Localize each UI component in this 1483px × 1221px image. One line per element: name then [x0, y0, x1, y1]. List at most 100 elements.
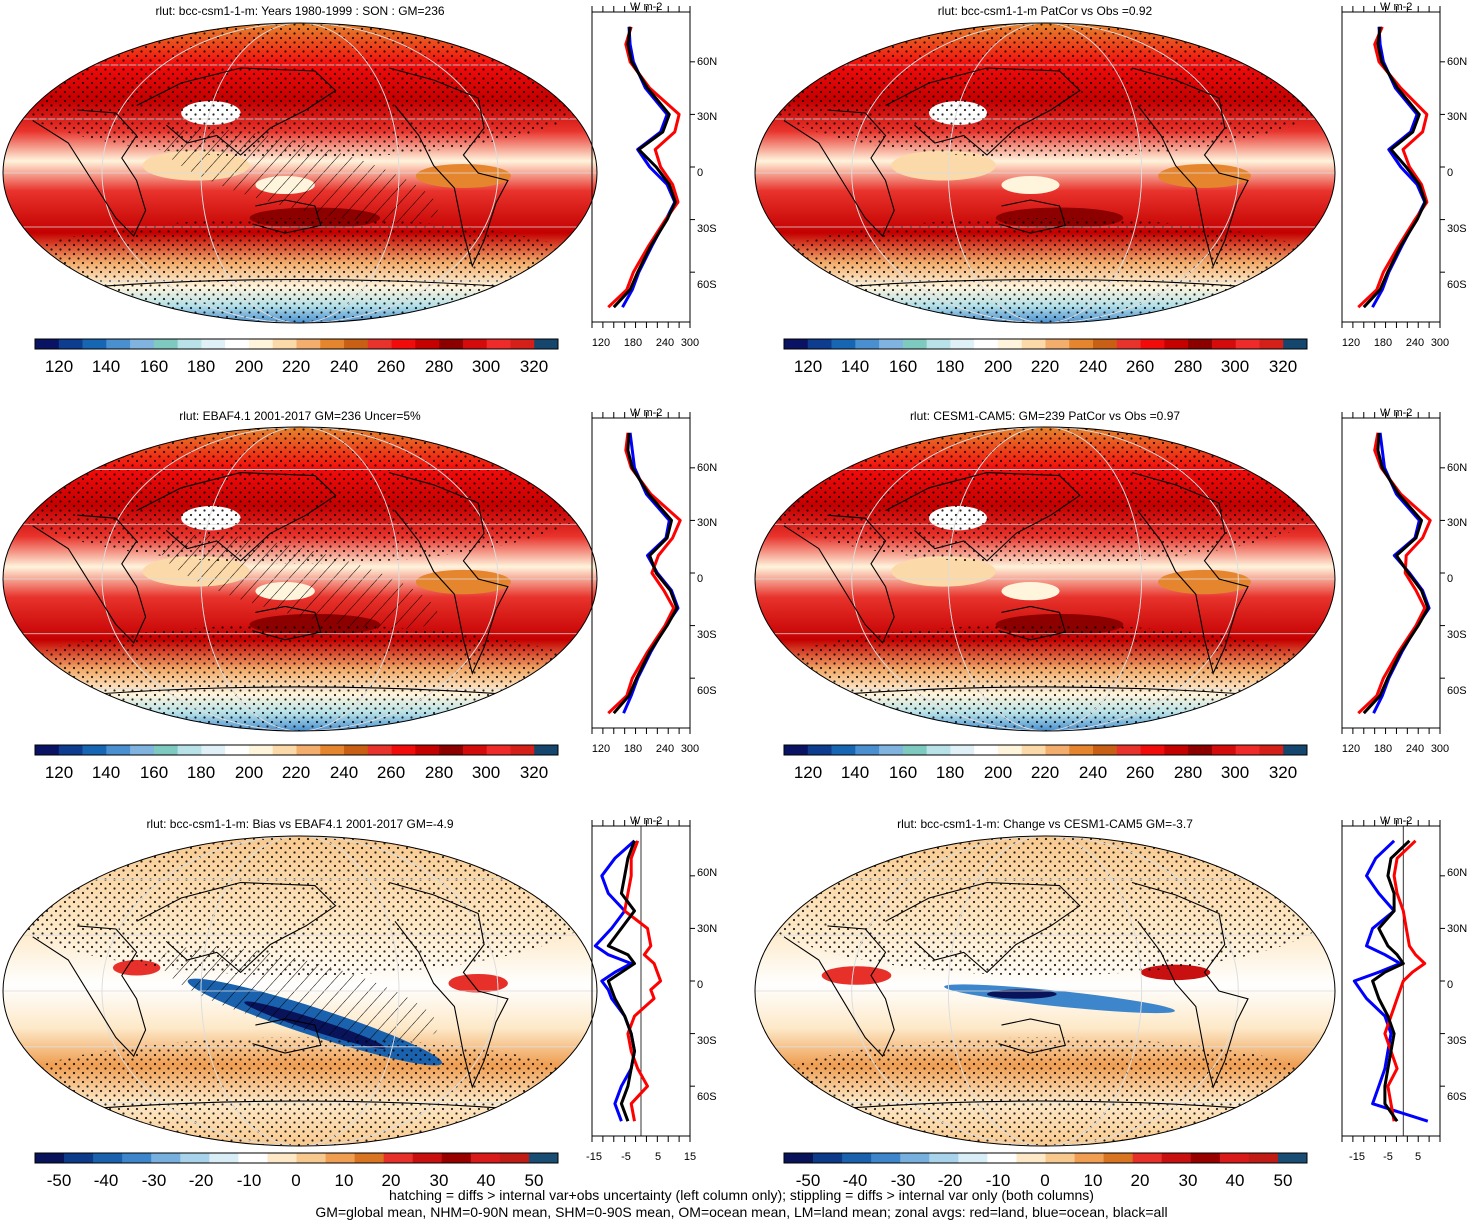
panel-2-ytick: 60S	[697, 685, 717, 697]
stippling	[755, 1037, 1335, 1146]
colorbar-swatch	[225, 745, 250, 755]
panel-0-cbar-label: 260	[377, 357, 405, 376]
colorbar-swatch	[1103, 1153, 1134, 1163]
panel-0-ytick: 60N	[697, 56, 717, 68]
panel-5-colorbar	[783, 1152, 1308, 1164]
panel-1-cbar-label: 200	[984, 357, 1012, 376]
panel-2-ytick: 0	[697, 573, 703, 585]
panel-3: rlut: CESM1-CAM5: GM=239 PatCor vs Obs =…	[754, 407, 1467, 782]
panel-4-cbar-label: -50	[47, 1171, 72, 1190]
colorbar-swatch	[1248, 1153, 1279, 1163]
colorbar-swatch	[415, 339, 440, 349]
panel-2-cbar-label: 140	[92, 763, 120, 782]
panel-0-zonal-profile	[591, 6, 695, 328]
profile-line-all	[1362, 26, 1427, 309]
panel-0-cbar-label: 280	[425, 357, 453, 376]
colorbar-swatch	[879, 339, 904, 349]
panel-0-cbar-label: 300	[472, 357, 500, 376]
colorbar-swatch	[130, 745, 155, 755]
colorbar-swatch	[1074, 1153, 1105, 1163]
colorbar-swatch	[1283, 339, 1308, 349]
panel-3-map	[754, 426, 1336, 732]
colorbar-swatch	[82, 339, 107, 349]
colorbar-swatch	[807, 339, 832, 349]
colorbar-swatch	[441, 1153, 472, 1163]
colorbar-swatch	[122, 1153, 152, 1163]
panel-0-cbar-label: 220	[282, 357, 310, 376]
panel-5-map	[754, 835, 1336, 1147]
map-field	[3, 23, 597, 323]
colorbar-swatch	[439, 339, 464, 349]
panel-5-cbar-label: 20	[1131, 1171, 1150, 1190]
stippling	[3, 218, 597, 323]
panel-1-cbar-label: 300	[1221, 357, 1249, 376]
panel-4-cbar-label: -40	[94, 1171, 119, 1190]
colorbar-swatch	[900, 1153, 930, 1163]
panel-5-cbar-label: 30	[1179, 1171, 1198, 1190]
colorbar-swatch	[1161, 1153, 1192, 1163]
colorbar-swatch	[1132, 1153, 1163, 1163]
coastline	[998, 605, 1066, 641]
panel-2: rlut: EBAF4.1 2001-2017 GM=236 Uncer=5% …	[2, 407, 717, 782]
colorbar-frame	[34, 338, 559, 350]
panel-0-title: rlut: bcc-csm1-1-m: Years 1980-1999 : SO…	[155, 4, 444, 18]
panel-2-cbar-label: 220	[282, 763, 310, 782]
panel-3-xtick: 180	[1374, 743, 1392, 755]
colorbar-swatch	[534, 339, 559, 349]
panel-4-zonal-profile	[591, 820, 695, 1142]
colorbar-swatch	[950, 745, 975, 755]
map-border	[754, 426, 1336, 732]
colorbar-swatch	[462, 339, 488, 349]
colorbar-swatch	[391, 339, 416, 349]
panel-1-title: rlut: bcc-csm1-1-m PatCor vs Obs =0.92	[938, 4, 1153, 18]
colorbar-swatch	[486, 339, 511, 349]
colorbar-swatch	[35, 1153, 65, 1163]
colorbar-swatch	[528, 1153, 559, 1163]
panel-4-cbar-label: 30	[430, 1171, 449, 1190]
colorbar-swatch	[1093, 745, 1118, 755]
colorbar-swatch	[344, 339, 369, 349]
panel-1-xtick: 120	[1342, 337, 1360, 349]
coastline	[388, 881, 509, 1089]
colorbar-swatch	[784, 339, 809, 349]
colorbar-swatch	[831, 339, 856, 349]
colorbar-swatch	[296, 339, 321, 349]
map-field	[755, 427, 1335, 731]
panel-1-ytick: 0	[1447, 167, 1453, 179]
colorbar-swatch	[209, 1153, 239, 1163]
panel-0-ytick: 30S	[697, 223, 717, 235]
panel-2-cbar-label: 260	[377, 763, 405, 782]
colorbar-swatch	[35, 745, 60, 755]
colorbar-swatch	[1188, 339, 1213, 349]
panel-1-cbar-label: 120	[794, 357, 822, 376]
coastline	[252, 199, 322, 234]
profile-line-all	[1362, 432, 1430, 715]
panel-2-ytick: 30S	[697, 629, 717, 641]
map-border	[2, 22, 598, 324]
panel-3-xtick: 240	[1406, 743, 1424, 755]
negative-change-core	[987, 989, 1057, 999]
coastline	[998, 199, 1066, 234]
panel-0-units: W m-2	[630, 1, 662, 13]
hatching	[160, 946, 438, 1042]
colorbar-swatch	[486, 745, 511, 755]
colorbar-swatch	[784, 1153, 814, 1163]
stippling	[3, 1037, 597, 1146]
colorbar-swatch	[987, 1153, 1017, 1163]
colorbar-swatch	[926, 745, 951, 755]
colorbar-swatch	[1190, 1153, 1221, 1163]
panel-2-cbar-label: 300	[472, 763, 500, 782]
colorbar-swatch	[1211, 745, 1237, 755]
panel-2-xtick: 240	[656, 743, 674, 755]
coastline	[32, 514, 147, 644]
profile-frame	[1341, 417, 1441, 729]
coastline	[1131, 881, 1249, 1089]
panel-0-cbar-label: 240	[330, 357, 358, 376]
coastline	[388, 472, 509, 675]
coastline	[32, 925, 147, 1058]
panel-4-ytick: 30S	[697, 1035, 717, 1047]
colorbar-swatch	[391, 745, 416, 755]
convective-region	[1158, 164, 1251, 188]
colorbar-swatch	[238, 1153, 268, 1163]
